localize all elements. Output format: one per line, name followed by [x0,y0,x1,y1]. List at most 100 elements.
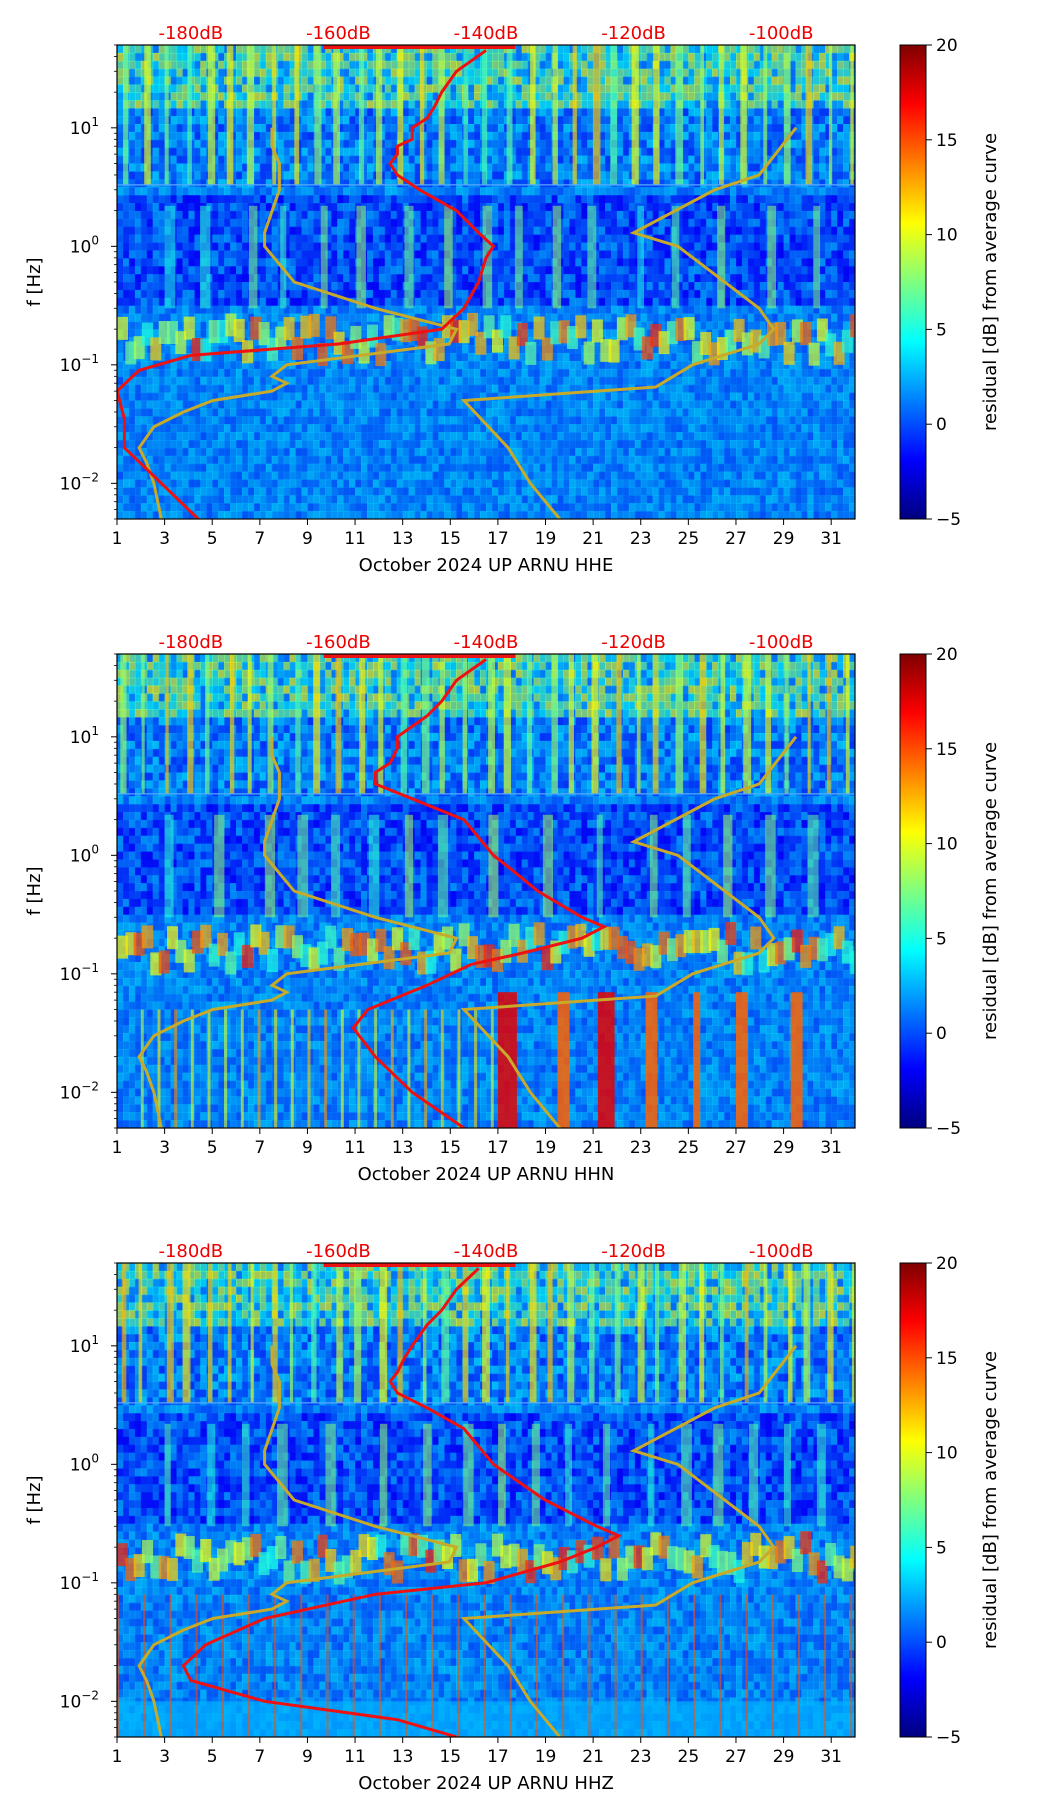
db-label: -160dB [306,23,371,44]
x-tick-label: 7 [254,529,265,549]
y-tick-label: 101 [70,1333,99,1357]
spectrogram-image [117,654,855,1128]
x-tick-label: 27 [725,529,747,549]
x-tick-label: 1 [112,529,123,549]
db-label: -180dB [158,632,223,653]
y-tick-label: 10−1 [60,352,99,376]
x-tick-label: 19 [535,1747,557,1767]
spectrogram-image [117,45,855,519]
x-tick-label: 13 [392,1747,414,1767]
db-label: -160dB [306,632,371,653]
colorbar-tick-label: 20 [936,36,958,56]
y-axis-label: f [Hz] [24,257,45,306]
colorbar-label: residual [dB] from average curve [980,1351,1001,1649]
x-tick-label: 7 [254,1747,265,1767]
x-tick-label: 29 [773,1747,795,1767]
x-tick-label: 31 [820,1138,842,1158]
x-tick-label: 21 [582,1747,604,1767]
db-label: -140dB [454,632,519,653]
db-label: -120dB [601,23,666,44]
x-tick-label: 7 [254,1138,265,1158]
x-tick-label: 5 [207,529,218,549]
x-tick-label: 15 [439,1747,461,1767]
x-tick-label: 31 [820,1747,842,1767]
y-tick-label: 101 [70,724,99,748]
x-tick-label: 27 [725,1138,747,1158]
noise-curve [117,49,496,519]
y-tick-label: 100 [70,842,99,866]
colorbar-tick-label: 5 [936,929,947,949]
x-tick-label: 5 [207,1138,218,1158]
x-tick-label: 11 [344,1138,366,1158]
x-tick-label: 15 [439,529,461,549]
x-tick-label: 3 [159,1747,170,1767]
db-label: -100dB [749,23,814,44]
model-curve-1 [137,127,459,519]
colorbar-tick-label: 0 [936,415,947,435]
x-tick-label: 3 [159,1138,170,1158]
x-tick-label: 5 [207,1747,218,1767]
x-tick-label: 17 [487,1138,509,1158]
db-label: -180dB [158,1241,223,1262]
x-tick-label: 21 [582,1138,604,1158]
y-tick-label: 10−1 [60,1570,99,1594]
x-tick-label: 19 [535,1138,557,1158]
noise-curve [181,1267,623,1737]
colorbar-tick-label: 5 [936,320,947,340]
x-tick-label: 15 [439,1138,461,1158]
y-tick-label: 101 [70,115,99,139]
x-tick-label: 9 [302,1138,313,1158]
model-curve-2 [460,735,798,1128]
x-tick-label: 1 [112,1138,123,1158]
db-label: -140dB [454,1241,519,1262]
colorbar-tick-label: 15 [936,131,958,151]
colorbar-tick-label: 10 [936,1444,958,1464]
x-tick-label: 11 [344,529,366,549]
x-tick-label: 29 [773,1138,795,1158]
x-tick-label: 29 [773,529,795,549]
y-tick-label: 100 [70,1451,99,1475]
colorbar-tick-label: 20 [936,1254,958,1274]
colorbar-tick-label: 10 [936,835,958,855]
db-label: -140dB [454,23,519,44]
x-tick-label: 17 [487,529,509,549]
x-tick-label: 27 [725,1747,747,1767]
colorbar [899,1262,927,1738]
y-tick-label: 10−1 [60,961,99,985]
y-tick-label: 10−2 [60,1079,99,1103]
x-axis-label: October 2024 UP ARNU HHN [358,1164,615,1185]
model-curve-2 [460,126,798,519]
colorbar-tick-label: 20 [936,645,958,665]
x-tick-label: 13 [392,529,414,549]
x-tick-label: 23 [630,529,652,549]
y-axis-label: f [Hz] [24,866,45,915]
x-tick-label: 1 [112,1747,123,1767]
x-tick-label: 25 [678,1747,700,1767]
x-tick-label: 31 [820,529,842,549]
model-curve-1 [137,736,459,1128]
colorbar-tick-label: −5 [936,1728,961,1748]
noise-curve [351,658,608,1128]
y-tick-label: 100 [70,233,99,257]
x-tick-label: 23 [630,1138,652,1158]
spectrogram-image [117,1263,855,1737]
x-tick-label: 25 [678,529,700,549]
db-label: -160dB [306,1241,371,1262]
colorbar-tick-label: 10 [936,226,958,246]
x-tick-label: 25 [678,1138,700,1158]
colorbar [899,653,927,1129]
colorbar-tick-label: −5 [936,510,961,530]
y-axis-label: f [Hz] [24,1475,45,1524]
x-tick-label: 9 [302,529,313,549]
x-tick-label: 3 [159,529,170,549]
colorbar-tick-label: 0 [936,1024,947,1044]
x-axis-label: October 2024 UP ARNU HHZ [358,1773,614,1794]
db-label: -180dB [158,23,223,44]
db-label: -120dB [601,1241,666,1262]
colorbar-tick-label: 0 [936,1633,947,1653]
colorbar [899,44,927,520]
y-tick-label: 10−2 [60,470,99,494]
